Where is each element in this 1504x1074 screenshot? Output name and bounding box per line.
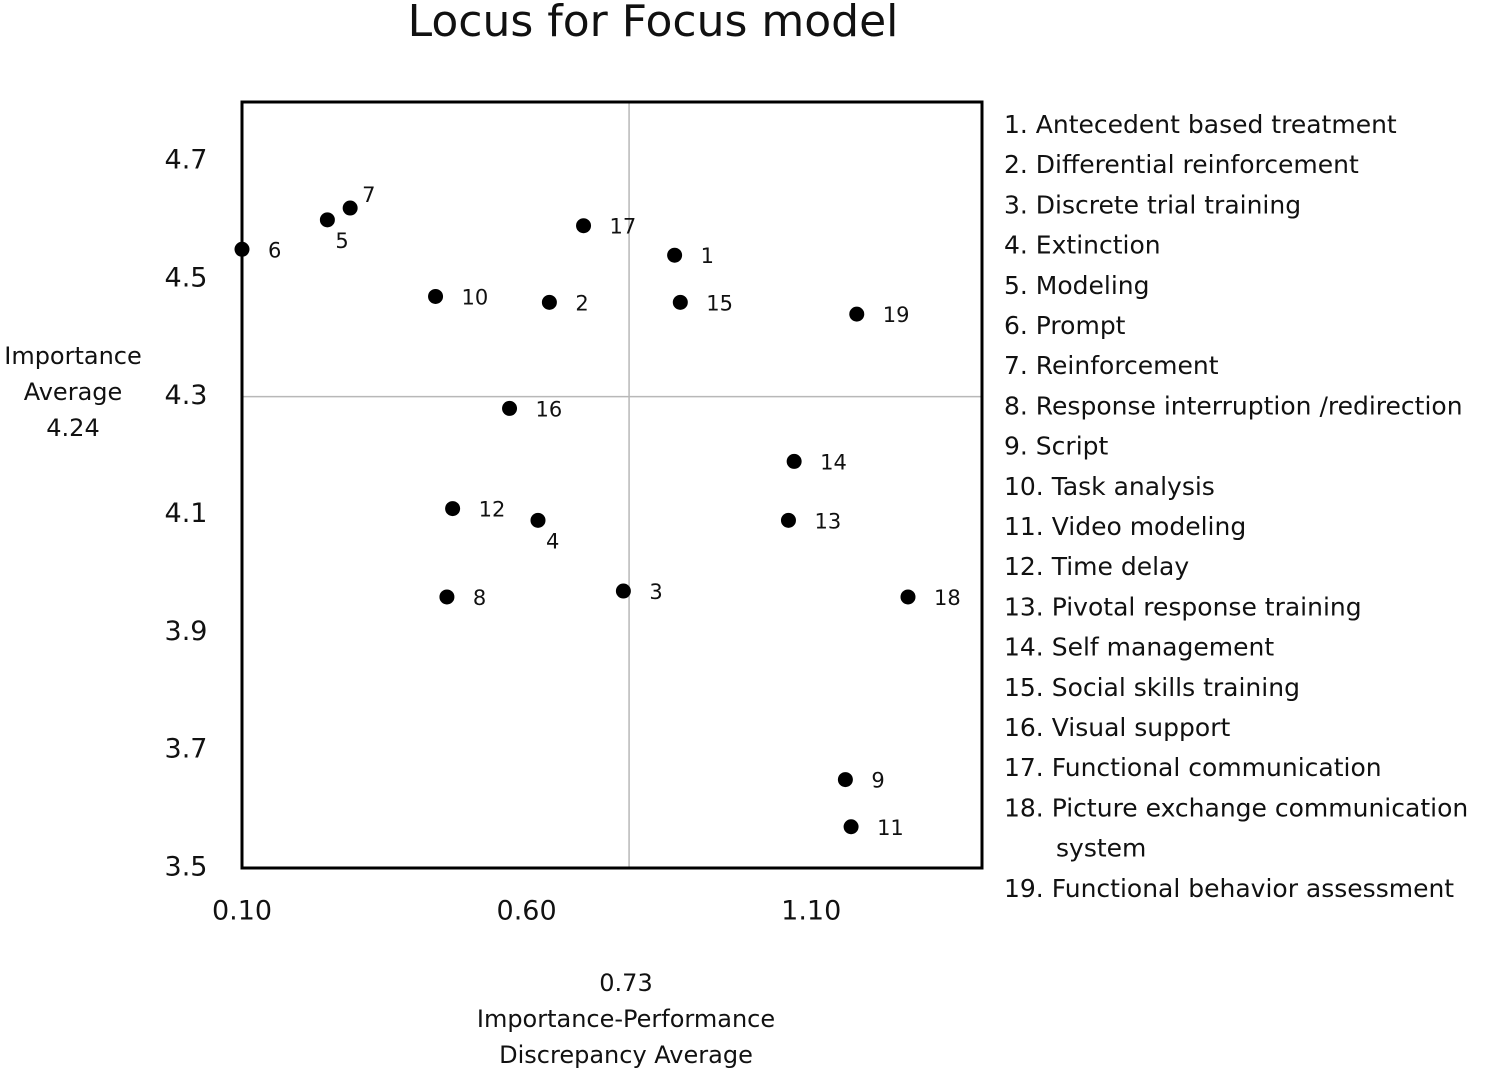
y-tick-label: 3.7 xyxy=(165,734,208,765)
data-point xyxy=(667,247,683,263)
data-point xyxy=(234,241,250,257)
data-point xyxy=(541,294,557,310)
data-point-label: 12 xyxy=(479,498,506,522)
data-point xyxy=(615,583,631,599)
data-point-label: 5 xyxy=(335,229,348,253)
y-tick-label: 3.5 xyxy=(165,852,208,883)
y-axis-label-line: Average xyxy=(24,378,123,406)
x-axis-label-line: 0.73 xyxy=(599,969,652,997)
y-tick-label: 4.5 xyxy=(165,262,208,293)
data-point-label: 18 xyxy=(934,586,961,610)
y-tick-label: 4.3 xyxy=(165,380,208,411)
y-tick-label: 4.7 xyxy=(165,144,208,175)
plot-frame xyxy=(240,100,984,870)
chart-title: Locus for Focus model xyxy=(408,0,899,47)
legend-item: 17. Functional communication xyxy=(1004,753,1382,782)
x-axis-label-line: Importance-Performance xyxy=(477,1005,775,1033)
y-tick-label: 3.9 xyxy=(165,616,208,647)
data-point-label: 4 xyxy=(546,529,559,553)
data-point-label: 19 xyxy=(883,303,910,327)
data-point-label: 2 xyxy=(575,291,588,315)
legend-item: 5. Modeling xyxy=(1004,271,1150,300)
x-axis-label: 0.73 Importance-Performance Discrepancy Av… xyxy=(477,969,775,1069)
legend-item: 10. Task analysis xyxy=(1004,472,1215,501)
data-point xyxy=(786,453,802,469)
y-axis-ticks: 4.7 4.5 4.3 4.1 3.9 3.7 3.5 xyxy=(165,144,208,882)
data-point-label: 17 xyxy=(610,215,637,239)
y-axis-label-line: 4.24 xyxy=(46,414,99,442)
data-point xyxy=(672,294,688,310)
legend: 1. Antecedent based treatment 2. Differen… xyxy=(1004,110,1468,903)
data-point-label: 14 xyxy=(820,450,847,474)
legend-item: 9. Script xyxy=(1004,432,1109,461)
data-point-label: 10 xyxy=(462,285,489,309)
data-point-label: 15 xyxy=(706,291,733,315)
legend-item: 4. Extinction xyxy=(1004,231,1161,260)
legend-item: 19. Functional behavior assessment xyxy=(1004,874,1454,903)
data-point xyxy=(342,200,358,216)
x-tick-label: 0.10 xyxy=(212,896,272,927)
data-point xyxy=(843,819,859,835)
data-point xyxy=(319,212,335,228)
data-point-label: 16 xyxy=(536,397,563,421)
y-tick-label: 4.1 xyxy=(165,498,208,529)
data-point-label: 1 xyxy=(701,244,714,268)
legend-item: 12. Time delay xyxy=(1004,552,1189,581)
data-point xyxy=(530,512,546,528)
x-tick-label: 1.10 xyxy=(781,896,841,927)
y-axis-label: Importance Average 4.24 xyxy=(4,342,142,442)
legend-item: 16. Visual support xyxy=(1004,713,1230,742)
data-point xyxy=(445,501,461,517)
x-axis-ticks: 0.10 0.60 1.10 xyxy=(212,896,841,927)
legend-item: 7. Reinforcement xyxy=(1004,351,1219,380)
legend-item: 6. Prompt xyxy=(1004,311,1126,340)
legend-item: 2. Differential reinforcement xyxy=(1004,150,1359,179)
legend-item: 14. Self management xyxy=(1004,633,1274,662)
legend-item: 3. Discrete trial training xyxy=(1004,190,1301,219)
legend-item: 15. Social skills training xyxy=(1004,673,1300,702)
data-point xyxy=(576,218,592,234)
data-point-label: 9 xyxy=(871,769,884,793)
x-axis-label-line: Discrepancy Average xyxy=(499,1041,753,1069)
data-point xyxy=(849,306,865,322)
data-point xyxy=(780,512,796,528)
data-point xyxy=(900,589,916,605)
data-point xyxy=(502,400,518,416)
x-tick-label: 0.60 xyxy=(497,896,557,927)
legend-item: system xyxy=(1056,834,1146,863)
data-point-label: 3 xyxy=(649,580,662,604)
data-point-label: 8 xyxy=(473,586,486,610)
data-point-label: 7 xyxy=(362,183,375,207)
legend-item: 18. Picture exchange communication xyxy=(1004,793,1468,822)
data-point xyxy=(439,589,455,605)
legend-item: 13. Pivotal response training xyxy=(1004,592,1362,621)
data-point xyxy=(428,288,444,304)
data-point-label: 6 xyxy=(268,238,281,262)
legend-item: 8. Response interruption /redirection xyxy=(1004,391,1463,420)
legend-item: 1. Antecedent based treatment xyxy=(1004,110,1397,139)
y-axis-label-line: Importance xyxy=(4,342,142,370)
data-point-label: 13 xyxy=(814,509,841,533)
data-point-label: 11 xyxy=(877,816,904,840)
legend-item: 11. Video modeling xyxy=(1004,512,1246,541)
data-point xyxy=(837,772,853,788)
